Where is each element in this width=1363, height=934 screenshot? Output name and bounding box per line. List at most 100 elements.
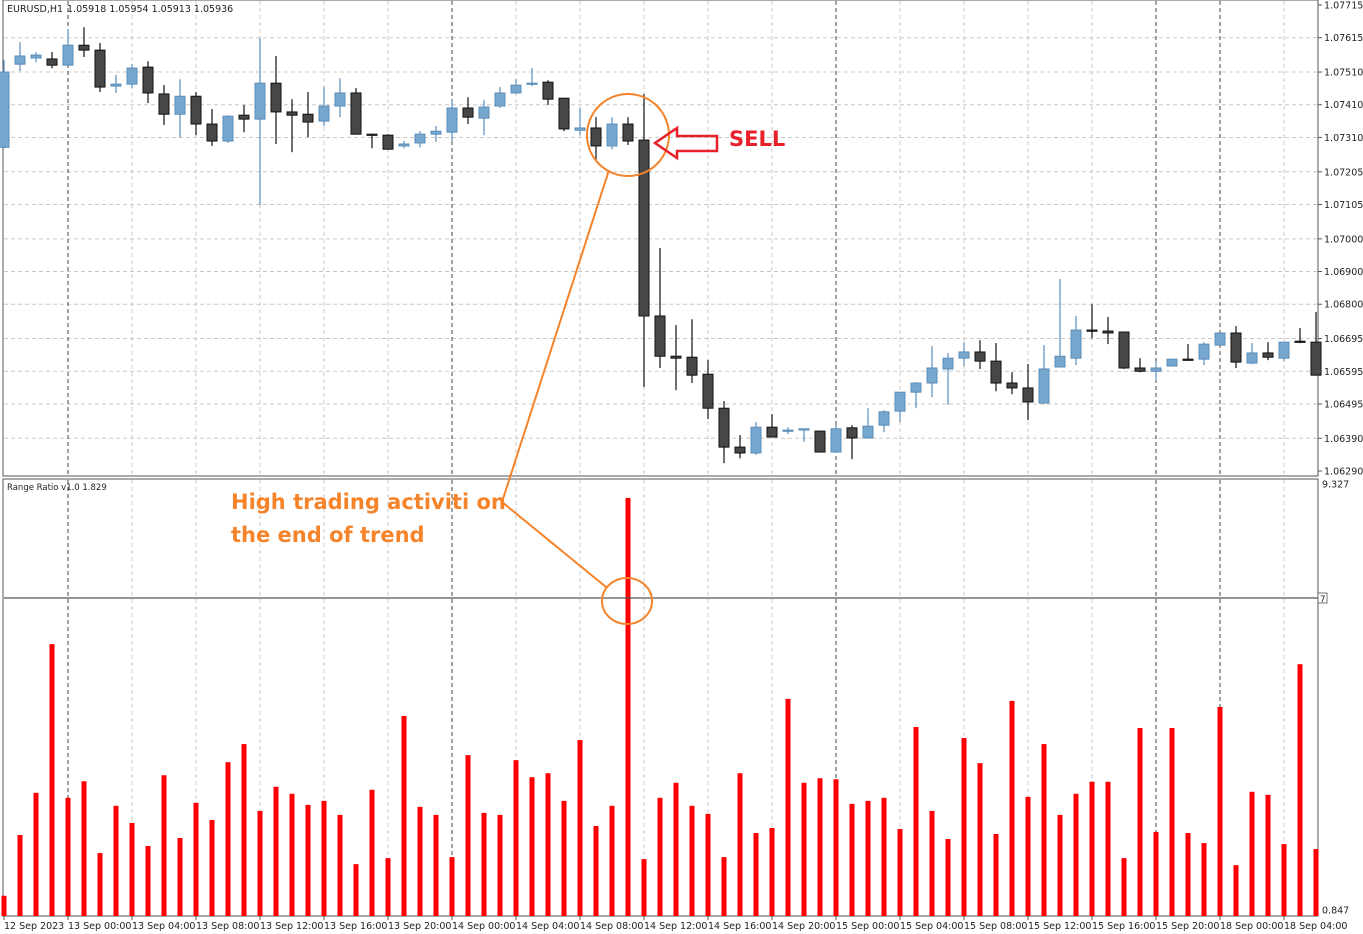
- candle-body: [222, 115, 234, 142]
- candle: [254, 38, 266, 206]
- time-tick-label: 14 Sep 20:00: [772, 921, 835, 932]
- time-axis[interactable]: 12 Sep 2023 13 Sep 00:00 13 Sep 04:00 13 Se…: [3, 916, 1347, 932]
- histogram-bar: [1201, 843, 1207, 916]
- time-tick-label: 13 Sep 04:00: [132, 921, 195, 932]
- symbol-label: EURUSD,H1: [7, 4, 63, 15]
- histogram-bar: [897, 828, 903, 916]
- histogram-bar: [657, 797, 663, 916]
- price-axis[interactable]: 1.07715 1.07615 1.07510 1.07410 1.07310 1.072…: [1318, 1, 1363, 917]
- candle: [430, 125, 442, 143]
- candle-body: [862, 425, 874, 439]
- candle-body: [1150, 367, 1162, 372]
- price-tick-label: 1.07310: [1324, 133, 1363, 144]
- histogram-bar: [1025, 796, 1031, 916]
- annotation-connector: [500, 169, 610, 588]
- candle-body: [206, 123, 218, 142]
- candle-body: [334, 92, 346, 107]
- candle-body: [974, 351, 986, 362]
- candle: [1102, 316, 1114, 345]
- candle: [1118, 331, 1130, 369]
- candle-body: [1166, 358, 1178, 367]
- candle: [974, 340, 986, 369]
- candle: [798, 428, 810, 442]
- candle-body: [286, 111, 298, 116]
- histogram-bar: [1137, 727, 1143, 916]
- histogram-bar: [225, 762, 231, 916]
- candle: [878, 410, 890, 433]
- candle-body: [1294, 340, 1306, 343]
- indicator-tick-label: 9.327: [1322, 480, 1349, 491]
- time-tick-label: 13 Sep 00:00: [68, 921, 131, 932]
- candle-body: [766, 426, 778, 438]
- histogram-bar: [417, 806, 423, 916]
- candle-body: [110, 83, 122, 87]
- candle: [46, 52, 58, 69]
- candle-body: [846, 427, 858, 439]
- time-tick-label: 14 Sep 12:00: [644, 921, 707, 932]
- price-tick-label: 1.06495: [1324, 399, 1363, 410]
- candle: [782, 427, 794, 435]
- histogram-bar: [1281, 844, 1287, 916]
- candle-body: [1006, 382, 1018, 389]
- histogram-bar: [977, 763, 983, 916]
- histogram-bar: [513, 760, 519, 916]
- candle: [926, 346, 938, 398]
- histogram-bar: [577, 740, 583, 916]
- candle-body: [798, 428, 810, 431]
- annotation-note-line1: High trading activiti on: [231, 490, 506, 514]
- histogram-bar: [1185, 832, 1191, 916]
- histogram-bar: [1297, 664, 1303, 916]
- histogram-bar: [689, 805, 695, 916]
- candle: [510, 79, 522, 94]
- candle: [494, 87, 506, 109]
- candle-body: [1262, 352, 1274, 358]
- histogram-bar: [1089, 781, 1095, 916]
- candle: [126, 64, 138, 89]
- histogram-bar: [65, 797, 71, 916]
- histogram-bar: [641, 859, 647, 916]
- price-tick-label: 1.06800: [1324, 300, 1363, 311]
- main-chart-frame: [2, 0, 1319, 477]
- candle: [14, 41, 26, 72]
- histogram-bar: [993, 833, 999, 916]
- candle: [638, 93, 650, 387]
- candle: [910, 382, 922, 409]
- price-tick-label: 1.06390: [1324, 434, 1363, 445]
- candle: [670, 325, 682, 391]
- candle-body: [958, 351, 970, 359]
- time-tick-label: 13 Sep 20:00: [388, 921, 451, 932]
- histogram-bar: [1217, 706, 1223, 916]
- candle: [302, 91, 314, 138]
- price-tick-label: 1.06290: [1324, 467, 1363, 478]
- candle: [686, 319, 698, 384]
- candle: [78, 27, 90, 57]
- candle-body: [526, 82, 538, 85]
- histogram-bar: [497, 814, 503, 916]
- candle: [350, 88, 362, 135]
- candle: [606, 117, 618, 150]
- histogram-bar: [545, 773, 551, 916]
- candle: [382, 134, 394, 150]
- candle: [1230, 326, 1242, 368]
- sell-arrow-icon: [652, 125, 719, 161]
- candle-body: [478, 106, 490, 119]
- histogram-bar: [273, 786, 279, 916]
- histogram-bar: [785, 698, 791, 916]
- candle: [398, 141, 410, 149]
- candle-body: [254, 82, 266, 120]
- time-tick-label: 12 Sep 2023: [4, 921, 64, 932]
- candle: [446, 100, 458, 143]
- candle-body: [0, 71, 10, 148]
- candle: [526, 68, 538, 87]
- histogram-bar: [1, 895, 7, 916]
- histogram-bar: [289, 793, 295, 916]
- candle: [1150, 361, 1162, 382]
- candle: [1198, 342, 1210, 366]
- histogram-bar: [881, 797, 887, 916]
- histogram-bar: [1057, 814, 1063, 916]
- time-tick-label: 13 Sep 12:00: [260, 921, 323, 932]
- histogram-bar: [337, 814, 343, 916]
- candle-body: [718, 407, 730, 448]
- candle: [206, 108, 218, 146]
